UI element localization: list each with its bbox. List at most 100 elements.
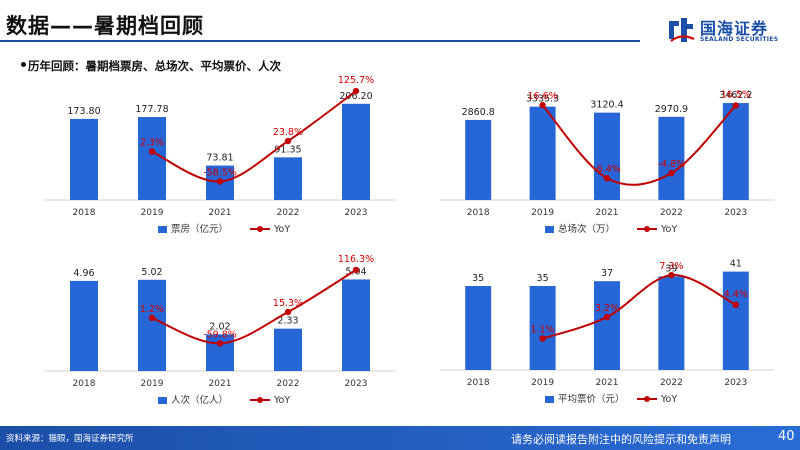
yoy-point-2021 bbox=[603, 313, 611, 321]
bar-2023 bbox=[342, 103, 370, 200]
bar-2022 bbox=[658, 276, 685, 370]
yoy-point-2022 bbox=[668, 271, 675, 279]
bar-2019 bbox=[529, 106, 556, 200]
tick-label-2019: 2019 bbox=[141, 379, 164, 389]
chart-avg-price: 35 2018 35 2019 37 2021 39 2022 41 2023 1.1% 3.2% 7.… bbox=[428, 252, 788, 417]
yoy-label-2019: 2.3% bbox=[140, 138, 164, 149]
tick-label-2021: 2021 bbox=[596, 378, 619, 388]
value-label-2019: 177.78 bbox=[135, 104, 168, 115]
legend-line-marker bbox=[257, 226, 263, 232]
yoy-line bbox=[542, 274, 737, 340]
tick-label-2021: 2021 bbox=[209, 379, 232, 389]
yoy-line bbox=[151, 90, 357, 183]
yoy-line bbox=[151, 269, 357, 345]
tick-label-2023: 2023 bbox=[724, 378, 747, 388]
yoy-label-2022: 15.3% bbox=[273, 298, 303, 309]
tick-label-2018: 2018 bbox=[73, 379, 96, 389]
page-number: 40 bbox=[778, 429, 795, 444]
bar-2021 bbox=[594, 281, 620, 370]
tick-label-2018: 2018 bbox=[73, 208, 96, 218]
legend-bar-label: 平均票价（元） bbox=[558, 393, 625, 405]
yoy-point-2019 bbox=[148, 148, 156, 155]
chart-admissions: 4.9620185.0220192.0220212.3320225.042023… bbox=[28, 252, 408, 417]
legend-bar-swatch bbox=[545, 396, 554, 403]
yoy-point-2023 bbox=[732, 102, 739, 109]
chart-box-office: 173.80 2018 177.78 2019 73.81 2021 91.35 2022 20… bbox=[28, 72, 408, 242]
data-source: 资料来源：猫眼，国海证券研究所 bbox=[6, 434, 134, 444]
tick-label-2019: 2019 bbox=[531, 378, 554, 388]
bar-2022 bbox=[274, 157, 302, 200]
bar-2022 bbox=[274, 328, 302, 371]
legend-line-label: YoY bbox=[660, 224, 677, 235]
chart-screenings-svg: 2860.8 2018 3335.3 2019 3120.4 2021 2970.9 2022… bbox=[440, 89, 774, 235]
logo-chinese-name: 国海证券 bbox=[700, 19, 769, 38]
value-label-2022: 91.35 bbox=[274, 144, 301, 155]
yoy-point-2023 bbox=[352, 266, 360, 274]
value-label-2023: 3462.2 bbox=[719, 90, 752, 101]
yoy-label-2022: 7.3% bbox=[659, 261, 683, 272]
tick-label-2022: 2022 bbox=[277, 379, 300, 389]
chart-screenings: 2860.8 2018 3335.3 2019 3120.4 2021 2970.9 2022… bbox=[428, 72, 788, 242]
yoy-label-2023: 16.5% bbox=[721, 89, 751, 100]
page-title: 数据——暑期档回顾 bbox=[6, 14, 204, 38]
bar-2023 bbox=[722, 271, 749, 370]
value-label-2018: 173.80 bbox=[67, 106, 100, 117]
yoy-label-2021: 3.2% bbox=[595, 303, 619, 314]
disclaimer: 请务必阅读报告附注中的风险提示和免责声明 bbox=[511, 433, 731, 446]
value-label-2021: 2.02 bbox=[209, 321, 230, 332]
tick-label-2021: 2021 bbox=[596, 208, 619, 218]
yoy-point-2021 bbox=[216, 340, 224, 347]
yoy-label-2019: 16.6% bbox=[528, 91, 558, 102]
legend-line-marker bbox=[644, 396, 650, 402]
yoy-point-2019 bbox=[148, 314, 156, 322]
bar-2023 bbox=[722, 103, 749, 200]
value-label-2023: 41 bbox=[730, 259, 742, 270]
tick-label-2019: 2019 bbox=[531, 208, 554, 218]
legend-line-marker bbox=[644, 226, 650, 232]
legend-bar-swatch bbox=[158, 397, 167, 404]
value-label-2019: 3335.3 bbox=[526, 94, 559, 105]
bar-2019 bbox=[138, 279, 166, 371]
bar-2018 bbox=[70, 118, 98, 200]
legend-line-label: YoY bbox=[273, 395, 290, 406]
legend-bar-label: 人次（亿人） bbox=[171, 394, 228, 406]
bar-2018 bbox=[70, 280, 98, 371]
value-label-2018: 4.96 bbox=[73, 268, 94, 279]
bar-2019 bbox=[138, 117, 166, 200]
legend-line-marker bbox=[257, 397, 263, 403]
bar-2022 bbox=[658, 116, 685, 200]
yoy-label-2023: 125.7% bbox=[338, 75, 374, 86]
yoy-point-2021 bbox=[216, 178, 224, 185]
bar-2018 bbox=[465, 286, 492, 370]
yoy-label-2019: 1.2% bbox=[140, 304, 164, 315]
tick-label-2022: 2022 bbox=[660, 378, 683, 388]
value-label-2019: 35 bbox=[537, 273, 549, 284]
tick-label-2019: 2019 bbox=[141, 208, 164, 218]
section-subtitle: 历年回顾：暑期档票房、总场次、平均票价、人次 bbox=[28, 59, 281, 73]
legend-line-label: YoY bbox=[660, 394, 677, 405]
tick-label-2021: 2021 bbox=[209, 208, 232, 218]
yoy-label-2021: -59.8% bbox=[203, 329, 237, 340]
brand-logo: 国海证券 SEALAND SECURITIES bbox=[664, 14, 796, 48]
chart-admissions-svg: 4.9620185.0220192.0220212.3320225.042023… bbox=[44, 254, 396, 406]
value-label-2021: 73.81 bbox=[206, 153, 233, 164]
bar-2018 bbox=[465, 119, 492, 200]
value-label-2022: 2.33 bbox=[277, 316, 298, 327]
yoy-label-2023: 116.3% bbox=[338, 254, 374, 265]
bar-2019 bbox=[529, 286, 556, 370]
yoy-label-2019: 1.1% bbox=[531, 325, 555, 336]
value-label-2019: 5.02 bbox=[141, 267, 162, 278]
yoy-point-2023 bbox=[732, 301, 739, 308]
yoy-label-2021: -6.4% bbox=[593, 164, 621, 175]
footer-bar: 资料来源：猫眼，国海证券研究所 请务必阅读报告附注中的风险提示和免责声明 40 bbox=[0, 426, 800, 450]
sealand-logo-icon bbox=[669, 18, 695, 42]
yoy-point-2019 bbox=[539, 335, 546, 342]
tick-label-2018: 2018 bbox=[467, 378, 490, 388]
value-label-2022: 2970.9 bbox=[655, 104, 688, 115]
tick-label-2023: 2023 bbox=[345, 208, 368, 218]
legend-bar-swatch bbox=[545, 226, 554, 233]
yoy-point-2022 bbox=[284, 137, 292, 145]
yoy-label-2021: -58.5% bbox=[203, 167, 237, 178]
logo-english-name: SEALAND SECURITIES bbox=[700, 36, 779, 43]
tick-label-2022: 2022 bbox=[277, 208, 300, 218]
